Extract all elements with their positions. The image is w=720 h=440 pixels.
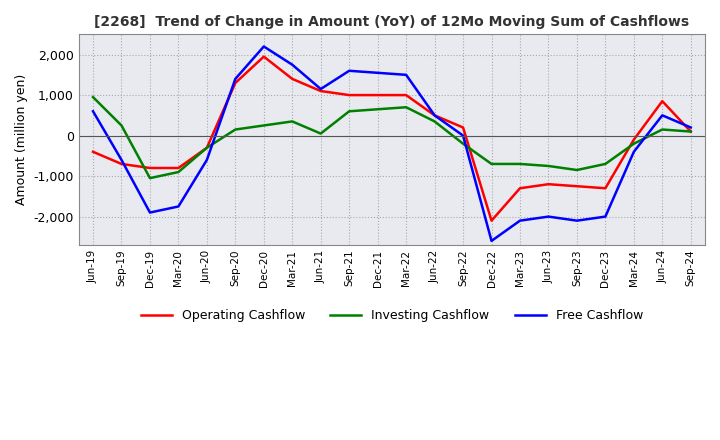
- Operating Cashflow: [231, 80, 240, 85]
- Operating Cashflow: [89, 149, 97, 154]
- Investing Cashflow: [117, 123, 126, 128]
- Operating Cashflow: [487, 218, 496, 223]
- Free Cashflow: [431, 113, 439, 118]
- Operating Cashflow: [145, 165, 154, 171]
- Investing Cashflow: [374, 106, 382, 112]
- Investing Cashflow: [459, 141, 467, 147]
- Operating Cashflow: [174, 165, 183, 171]
- Free Cashflow: [374, 70, 382, 75]
- Investing Cashflow: [174, 169, 183, 175]
- Operating Cashflow: [686, 129, 695, 134]
- Operating Cashflow: [345, 92, 354, 98]
- Operating Cashflow: [629, 137, 638, 142]
- Investing Cashflow: [431, 119, 439, 124]
- Free Cashflow: [629, 149, 638, 154]
- Investing Cashflow: [145, 176, 154, 181]
- Operating Cashflow: [431, 113, 439, 118]
- Free Cashflow: [402, 72, 410, 77]
- Line: Investing Cashflow: Investing Cashflow: [93, 97, 690, 178]
- Operating Cashflow: [544, 182, 553, 187]
- Operating Cashflow: [288, 76, 297, 81]
- Operating Cashflow: [601, 186, 610, 191]
- Investing Cashflow: [288, 119, 297, 124]
- Free Cashflow: [544, 214, 553, 219]
- Free Cashflow: [117, 157, 126, 162]
- Investing Cashflow: [601, 161, 610, 167]
- Operating Cashflow: [202, 145, 211, 150]
- Operating Cashflow: [459, 125, 467, 130]
- Line: Operating Cashflow: Operating Cashflow: [93, 57, 690, 220]
- Free Cashflow: [516, 218, 524, 223]
- Operating Cashflow: [658, 99, 667, 104]
- Operating Cashflow: [516, 186, 524, 191]
- Investing Cashflow: [402, 105, 410, 110]
- Title: [2268]  Trend of Change in Amount (YoY) of 12Mo Moving Sum of Cashflows: [2268] Trend of Change in Amount (YoY) o…: [94, 15, 690, 29]
- Legend: Operating Cashflow, Investing Cashflow, Free Cashflow: Operating Cashflow, Investing Cashflow, …: [135, 304, 648, 327]
- Operating Cashflow: [402, 92, 410, 98]
- Free Cashflow: [202, 157, 211, 162]
- Investing Cashflow: [345, 109, 354, 114]
- Investing Cashflow: [487, 161, 496, 167]
- Operating Cashflow: [117, 161, 126, 167]
- Line: Free Cashflow: Free Cashflow: [93, 47, 690, 241]
- Free Cashflow: [658, 113, 667, 118]
- Investing Cashflow: [544, 163, 553, 169]
- Free Cashflow: [459, 133, 467, 138]
- Free Cashflow: [487, 238, 496, 244]
- Investing Cashflow: [572, 167, 581, 172]
- Investing Cashflow: [316, 131, 325, 136]
- Investing Cashflow: [516, 161, 524, 167]
- Free Cashflow: [288, 62, 297, 67]
- Investing Cashflow: [231, 127, 240, 132]
- Free Cashflow: [601, 214, 610, 219]
- Free Cashflow: [145, 210, 154, 215]
- Free Cashflow: [686, 125, 695, 130]
- Y-axis label: Amount (million yen): Amount (million yen): [15, 74, 28, 205]
- Operating Cashflow: [316, 88, 325, 94]
- Investing Cashflow: [629, 141, 638, 147]
- Operating Cashflow: [572, 183, 581, 189]
- Investing Cashflow: [686, 129, 695, 134]
- Free Cashflow: [572, 218, 581, 223]
- Free Cashflow: [89, 109, 97, 114]
- Free Cashflow: [345, 68, 354, 73]
- Free Cashflow: [231, 76, 240, 81]
- Investing Cashflow: [89, 95, 97, 100]
- Operating Cashflow: [374, 92, 382, 98]
- Free Cashflow: [316, 86, 325, 92]
- Investing Cashflow: [202, 145, 211, 150]
- Operating Cashflow: [259, 54, 268, 59]
- Investing Cashflow: [658, 127, 667, 132]
- Free Cashflow: [174, 204, 183, 209]
- Investing Cashflow: [259, 123, 268, 128]
- Free Cashflow: [259, 44, 268, 49]
